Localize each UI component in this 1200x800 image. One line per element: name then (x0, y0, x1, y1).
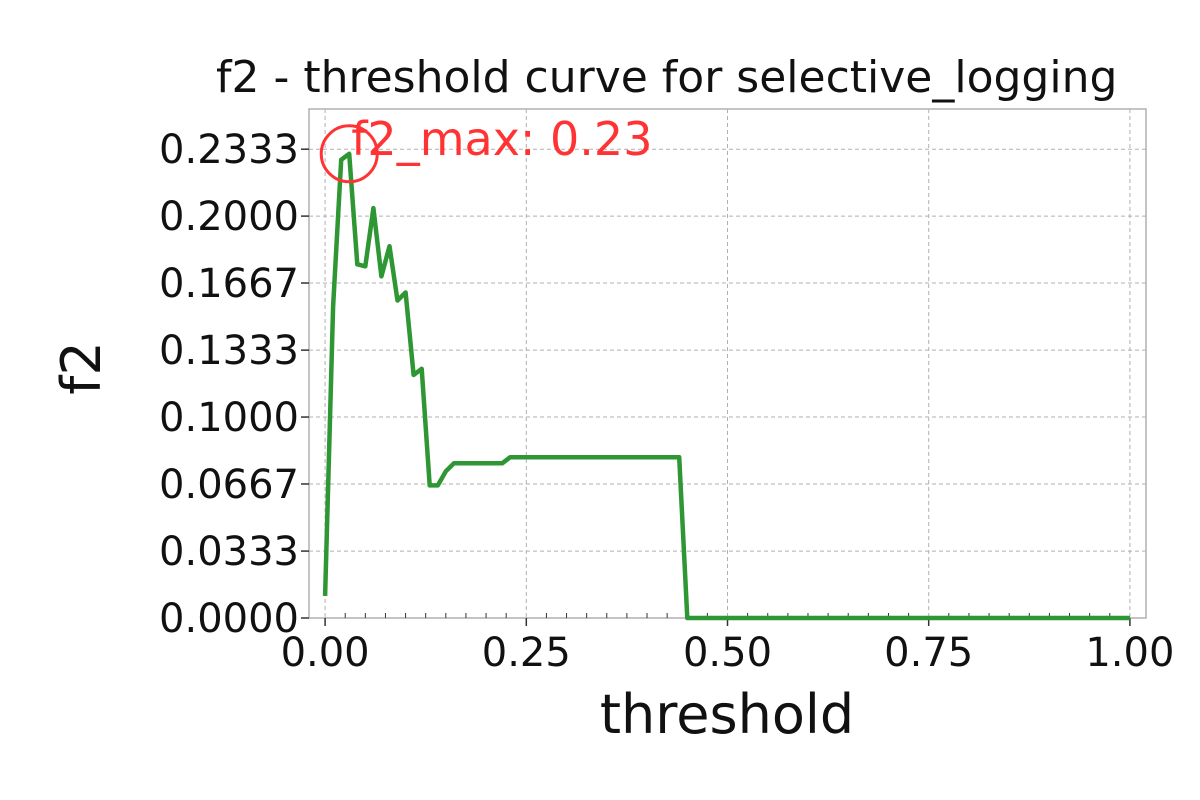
y-tick-label: 0.1000 (159, 395, 299, 441)
y-axis-label: f2 (50, 341, 113, 394)
x-tick-label: 1.00 (1085, 630, 1174, 676)
y-tick-label: 0.2333 (159, 127, 299, 173)
chart-title: f2 - threshold curve for selective_loggi… (216, 52, 1117, 103)
y-tick-label: 0.2000 (159, 194, 299, 240)
y-tick-label: 0.0333 (159, 529, 299, 575)
max-marker-circle (319, 124, 379, 184)
x-tick-label: 0.25 (482, 630, 571, 676)
grid-lines (309, 109, 1146, 619)
x-axis-label: threshold (600, 683, 854, 746)
series-line-f2 (322, 151, 1130, 621)
max-annotation: f2_max: 0.23 (351, 112, 652, 166)
series-layer (322, 151, 1130, 621)
y-tick-label: 0.0667 (159, 462, 299, 508)
y-tick-label: 0.0000 (159, 596, 299, 642)
x-axis-ticks: 0.00 0.25 0.50 0.75 1.00 (281, 618, 1174, 676)
y-axis-ticks: 0.0000 0.0333 0.0667 0.1000 0.1333 0.1667 0.20… (159, 127, 309, 642)
x-tick-label: 0.75 (884, 630, 973, 676)
y-tick-label: 0.1667 (159, 261, 299, 307)
x-tick-label: 0.00 (281, 630, 370, 676)
x-tick-label: 0.50 (683, 630, 772, 676)
y-tick-label: 0.1333 (159, 328, 299, 374)
annotation-layer: f2_max: 0.23 (319, 112, 652, 184)
